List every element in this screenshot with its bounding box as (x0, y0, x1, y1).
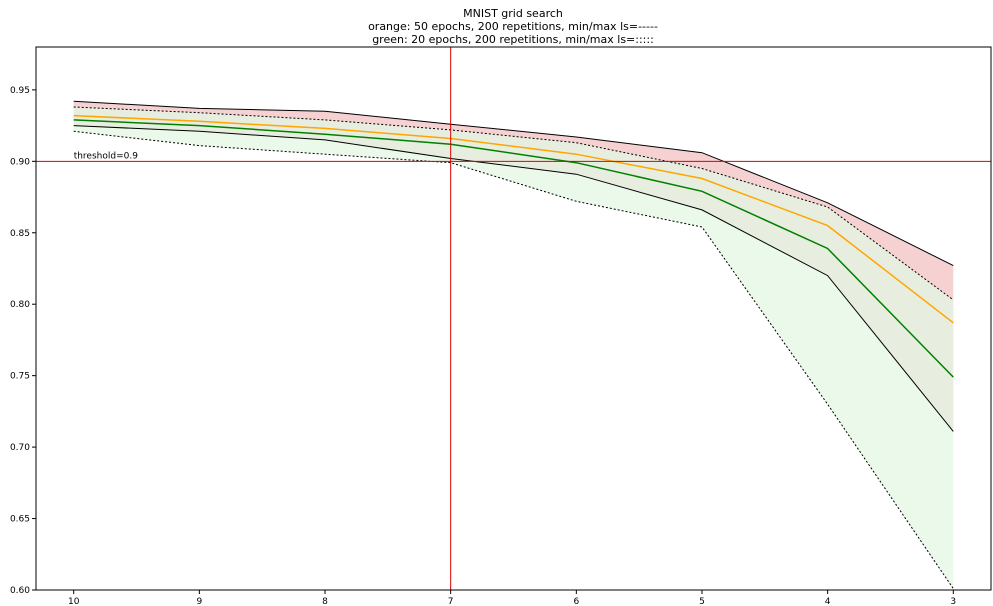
chart-title: MNIST grid search (463, 7, 563, 20)
series-lines (73, 100, 954, 589)
max-line-series-1 (73, 106, 954, 301)
y-tick-label: 0.70 (10, 443, 30, 453)
y-tick-label: 0.80 (10, 300, 30, 310)
max-line-series-0 (73, 100, 954, 267)
x-tick-label: 8 (322, 597, 328, 606)
plot-frame (35, 46, 992, 591)
y-tick-label: 0.90 (10, 157, 30, 167)
x-tick-label: 10 (68, 597, 80, 606)
y-tick-label: 0.60 (10, 586, 30, 596)
threshold-annotation: threshold=0.9 (74, 151, 139, 161)
y-tick-label: 0.65 (10, 515, 30, 525)
chart-subtitle-orange: orange: 50 epochs, 200 repetitions, min/… (368, 20, 658, 33)
y-axis: 0.60 0.65 0.70 0.75 0.80 0.85 0.90 0.95 (10, 86, 36, 596)
x-tick-label: 9 (196, 597, 202, 606)
x-tick-label: 3 (950, 597, 956, 606)
x-tick-label: 6 (573, 597, 579, 606)
x-tick-label: 7 (448, 597, 454, 606)
min-line-series-1 (73, 130, 954, 589)
y-tick-label: 0.95 (10, 86, 30, 96)
band-series-1 (73, 107, 954, 589)
reference-lines (36, 47, 991, 590)
confidence-bands (73, 101, 954, 589)
x-axis: 10 9 8 7 6 5 4 3 (68, 590, 956, 606)
y-tick-label: 0.85 (10, 229, 30, 239)
x-tick-label: 5 (699, 597, 705, 606)
mean-line-series-1 (73, 119, 954, 378)
mean-line-series-0 (73, 114, 954, 324)
min-line-series-0 (73, 125, 954, 432)
chart-subtitle-green: green: 20 epochs, 200 repetitions, min/m… (372, 33, 654, 46)
y-tick-label: 0.75 (10, 372, 30, 382)
x-tick-label: 4 (825, 597, 831, 606)
